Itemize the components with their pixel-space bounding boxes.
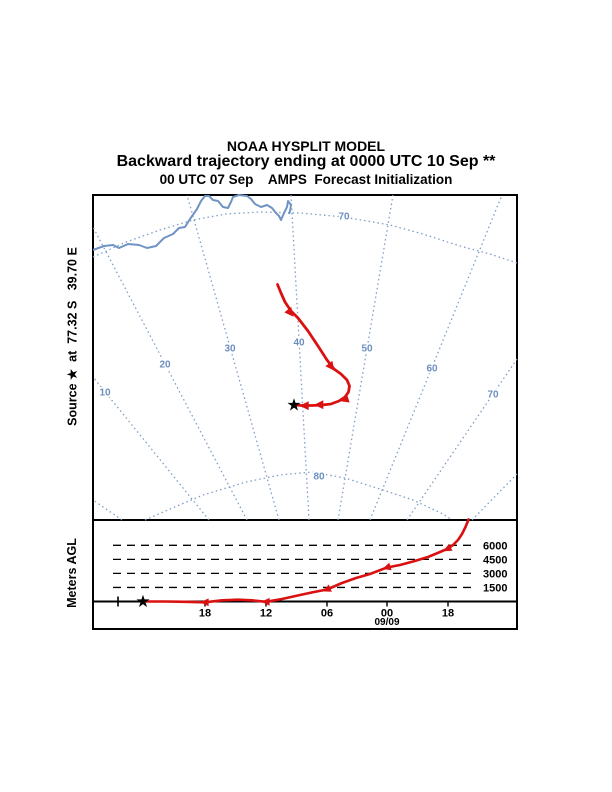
trajectory-title: Backward trajectory ending at 0000 UTC 1… [116,153,496,170]
meridian-line-50e [337,194,394,521]
meridian-line [92,499,123,521]
initialization-subtitle: 00 UTC 07 Sep AMPS Forecast Initializati… [159,172,453,187]
meridian-line-70e [406,358,518,521]
meridian-label-10: 10 [99,388,111,399]
grid-value-label: 4500 [483,554,507,566]
meridian-label-20: 20 [159,360,171,371]
parallel-label-70: 70 [338,212,350,223]
meridian-line-30e [186,194,280,521]
meridian-label-60: 60 [426,364,438,375]
meridian-label-30: 30 [224,344,236,355]
height-profile-frame [92,519,518,630]
height-profile-curve [141,518,470,604]
trajectory-6h-marker [339,394,350,403]
x-tick-label: 18 [442,608,454,620]
x-tick-label: 06 [321,608,333,620]
source-star-marker: ★ [286,396,301,415]
parallel-line-80s [144,471,453,521]
meridian-line-40e [290,194,310,521]
meridian-label-50: 50 [361,344,373,355]
meridian-label-40: 40 [293,338,305,349]
x-tick-label: 12 [260,608,272,620]
meridian-line-60e [369,194,503,521]
map-frame [92,194,518,521]
grid-value-label: 1500 [483,582,507,594]
trajectory-6h-marker [325,360,335,371]
x-date-label: 09/09 [374,617,399,628]
meridian-line [471,473,518,521]
profile-6h-marker [261,597,270,606]
antarctic-coastline [92,194,292,251]
parallel-line-70s [92,211,518,264]
x-tick-label: 00 [381,608,393,620]
trajectory-6h-marker [284,306,294,317]
model-title: NOAA HYSPLIT MODEL [226,138,386,154]
profile-6h-marker [443,543,453,552]
meridian-line-10e [92,376,210,521]
profile-6h-marker [322,584,332,592]
trajectory-6h-marker [314,400,324,410]
x-tick-label: 18 [199,608,211,620]
grid-value-label: 6000 [483,540,507,552]
grid-value-label: 3000 [483,568,507,580]
meters-agl-axis-label: Meters AGL [65,538,79,608]
source-location-label: Source ★ at 77.32 S 39.70 E [65,247,80,426]
profile-6h-marker [382,562,392,571]
meridian-label-70: 70 [487,390,499,401]
profile-source-star: ★ [135,592,150,611]
profile-6h-marker [200,598,209,607]
meridian-line-20e [92,226,248,521]
trajectory-path [276,283,351,407]
trajectory-6h-marker [299,401,309,411]
parallel-label-80: 80 [313,472,325,483]
